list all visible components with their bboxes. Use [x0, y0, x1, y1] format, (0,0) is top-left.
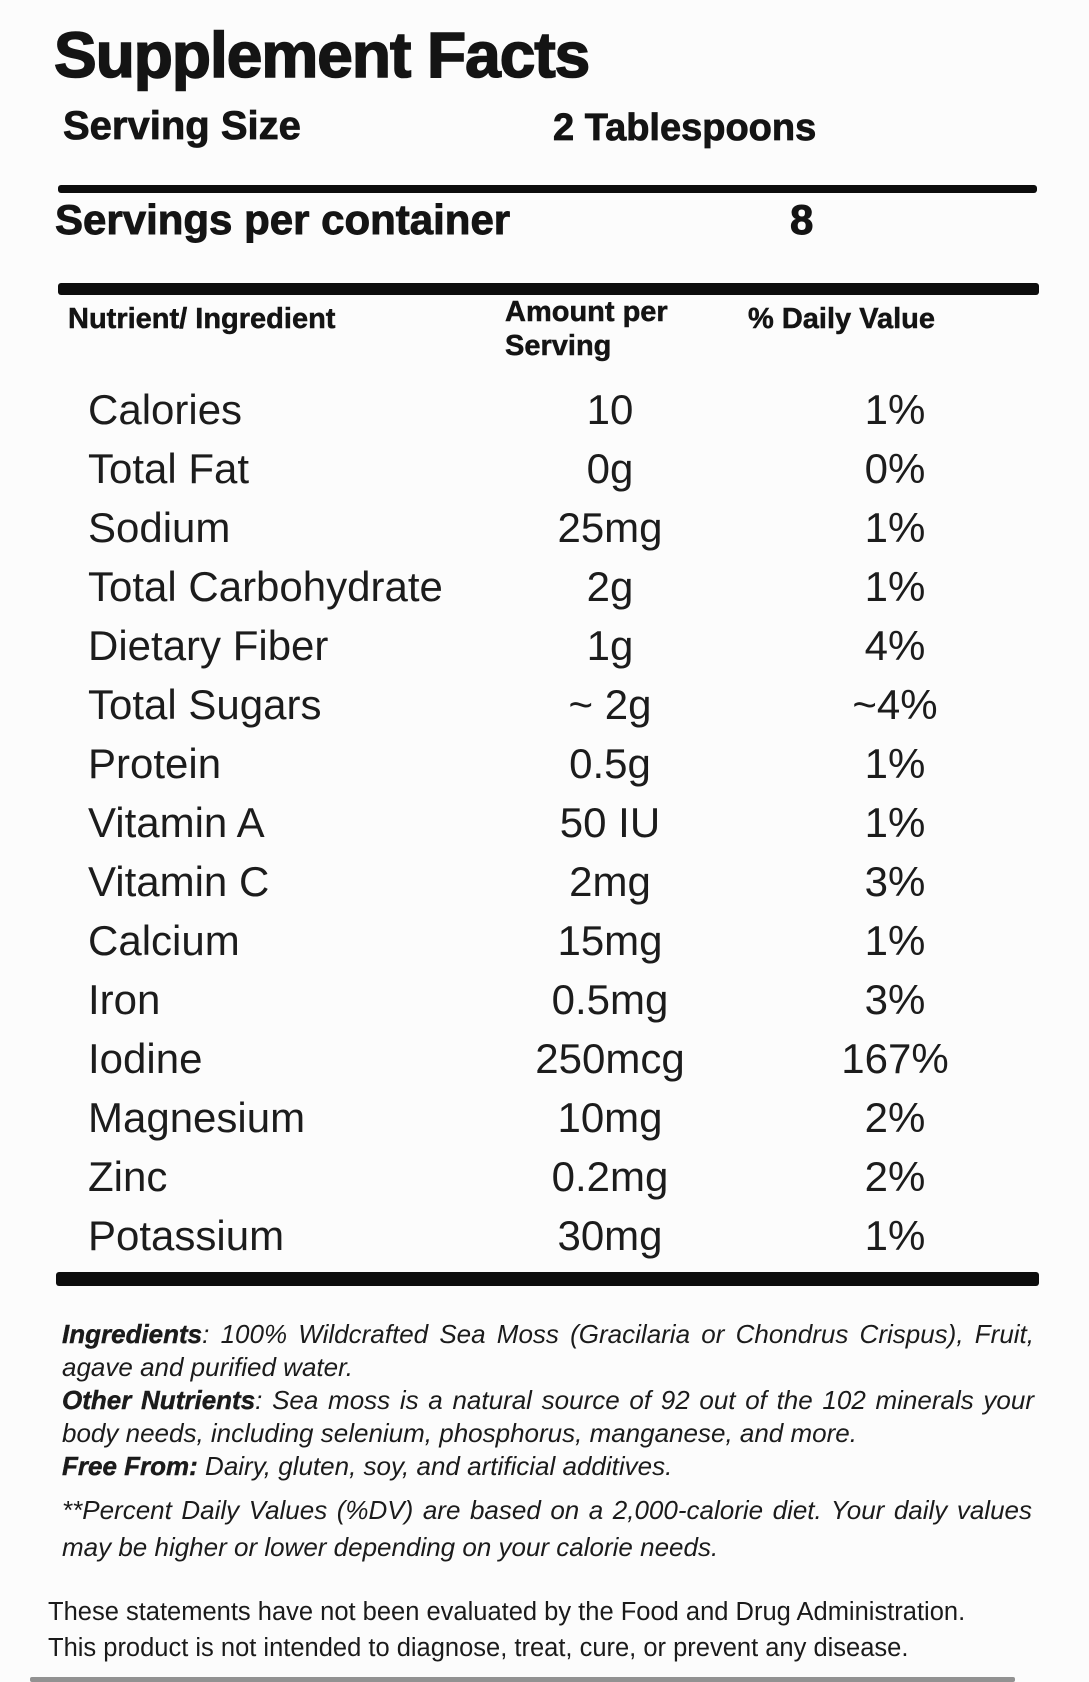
nutrient-amount: 1g [586, 622, 634, 669]
nutrient-daily-value: 1% [864, 386, 926, 433]
table-row: Zinc 0.2mg 2% [0, 1147, 1089, 1206]
column-header-daily-value: % Daily Value [748, 303, 936, 336]
table-row: Dietary Fiber 1g 4% [0, 616, 1089, 675]
nutrient-daily-value: 1% [864, 740, 926, 787]
table-row: Magnesium 10mg 2% [0, 1088, 1089, 1147]
bottom-partial-bar [30, 1677, 1015, 1682]
nutrient-name: Iron [88, 976, 161, 1023]
nutrient-name: Zinc [88, 1153, 168, 1200]
nutrient-amount: 50 IU [559, 799, 661, 846]
table-row: Total Fat 0g 0% [0, 439, 1089, 498]
ingredients-lead: Ingredients [62, 1319, 203, 1349]
nutrient-daily-value: 1% [864, 799, 926, 846]
nutrient-name: Dietary Fiber [88, 622, 329, 669]
nutrient-amount: 0g [586, 445, 634, 492]
nutrient-daily-value: 2% [864, 1153, 926, 1200]
nutrition-table: Calories 10 1% Total Fat 0g 0% Sodium 25… [0, 380, 1089, 1265]
nutrient-name: Magnesium [88, 1094, 306, 1141]
other-nutrients-sep: : [255, 1385, 273, 1415]
other-nutrients-paragraph: Other Nutrients: Sea moss is a natural s… [62, 1384, 1034, 1450]
nutrient-name: Calcium [88, 917, 240, 964]
table-row: Calcium 15mg 1% [0, 911, 1089, 970]
nutrient-name: Total Sugars [88, 681, 322, 728]
fda-disclaimer: These statements have not been evaluated… [48, 1594, 1078, 1666]
nutrient-daily-value: 1% [864, 504, 926, 551]
divider-bottom [56, 1272, 1039, 1286]
nutrient-daily-value: 1% [864, 1212, 926, 1259]
table-row: Total Sugars ~ 2g ~4% [0, 675, 1089, 734]
nutrient-amount: 0.5mg [551, 976, 669, 1023]
nutrient-amount: 30mg [557, 1212, 663, 1259]
nutrient-amount: 2g [586, 563, 634, 610]
nutrient-daily-value: 1% [864, 917, 926, 964]
divider-header [58, 283, 1039, 295]
nutrient-name: Potassium [88, 1212, 285, 1259]
nutrient-daily-value: 167% [841, 1035, 949, 1082]
nutrient-daily-value: 4% [864, 622, 926, 669]
nutrient-daily-value: ~4% [852, 681, 938, 728]
column-header-amount: Amount per Serving [505, 296, 668, 363]
nutrient-name: Iodine [88, 1035, 203, 1082]
other-nutrients-text: Sea moss is a natural source of 92 out o… [62, 1385, 1034, 1448]
column-header-nutrient: Nutrient/ Ingredient [68, 303, 336, 336]
nutrient-amount: 0.2mg [551, 1153, 669, 1200]
nutrient-name: Calories [88, 386, 243, 433]
nutrient-name: Sodium [88, 504, 231, 551]
nutrient-name: Vitamin A [88, 799, 265, 846]
nutrient-amount: 25mg [557, 504, 663, 551]
serving-size-value: 2 Tablespoons [553, 107, 817, 150]
daily-value-footnote: **Percent Daily Values (%DV) are based o… [62, 1495, 1032, 1562]
nutrient-daily-value: 0% [864, 445, 926, 492]
serving-size-label: Serving Size [63, 104, 302, 149]
other-nutrients-lead: Other Nutrients [62, 1385, 256, 1415]
free-from-text: Dairy, gluten, soy, and artificial addit… [205, 1451, 673, 1481]
table-row: Calories 10 1% [0, 380, 1089, 439]
table-row: Total Carbohydrate 2g 1% [0, 557, 1089, 616]
nutrient-name: Protein [88, 740, 222, 787]
table-row: Vitamin C 2mg 3% [0, 852, 1089, 911]
nutrient-amount: 0.5g [569, 740, 651, 787]
free-from-paragraph: Free From: Dairy, gluten, soy, and artif… [62, 1450, 1034, 1483]
nutrient-amount: 15mg [557, 917, 663, 964]
nutrient-amount: 2mg [569, 858, 651, 905]
fda-disclaimer-line-2: This product is not intended to diagnose… [48, 1634, 909, 1662]
table-row: Iodine 250mcg 167% [0, 1029, 1089, 1088]
free-from-lead: Free From: [62, 1451, 198, 1481]
nutrient-amount: 10 [586, 386, 634, 433]
ingredients-sep: : [202, 1319, 221, 1349]
table-row: Iron 0.5mg 3% [0, 970, 1089, 1029]
nutrient-amount: ~ 2g [568, 681, 652, 728]
ingredients-section: Ingredients: 100% Wildcrafted Sea Moss (… [62, 1318, 1034, 1483]
servings-per-container-value: 8 [790, 196, 814, 244]
table-row: Potassium 30mg 1% [0, 1206, 1089, 1265]
nutrient-amount: 250mcg [535, 1035, 685, 1082]
ingredients-text: 100% Wildcrafted Sea Moss (Gracilaria or… [62, 1319, 1034, 1382]
nutrient-daily-value: 2% [864, 1094, 926, 1141]
nutrient-name: Total Fat [88, 445, 250, 492]
free-from-sep [198, 1451, 205, 1481]
nutrient-name: Total Carbohydrate [88, 563, 443, 610]
fda-disclaimer-line-1: These statements have not been evaluated… [48, 1598, 966, 1626]
table-row: Protein 0.5g 1% [0, 734, 1089, 793]
nutrient-daily-value: 1% [864, 563, 926, 610]
table-row: Vitamin A 50 IU 1% [0, 793, 1089, 852]
nutrient-name: Vitamin C [88, 858, 270, 905]
nutrient-amount: 10mg [557, 1094, 663, 1141]
ingredients-paragraph: Ingredients: 100% Wildcrafted Sea Moss (… [62, 1318, 1034, 1384]
table-row: Sodium 25mg 1% [0, 498, 1089, 557]
nutrient-daily-value: 3% [864, 976, 926, 1023]
nutrient-daily-value: 3% [864, 858, 926, 905]
servings-per-container-label: Servings per container [55, 196, 511, 244]
label-title: Supplement Facts [53, 18, 591, 92]
divider-top [58, 185, 1037, 193]
